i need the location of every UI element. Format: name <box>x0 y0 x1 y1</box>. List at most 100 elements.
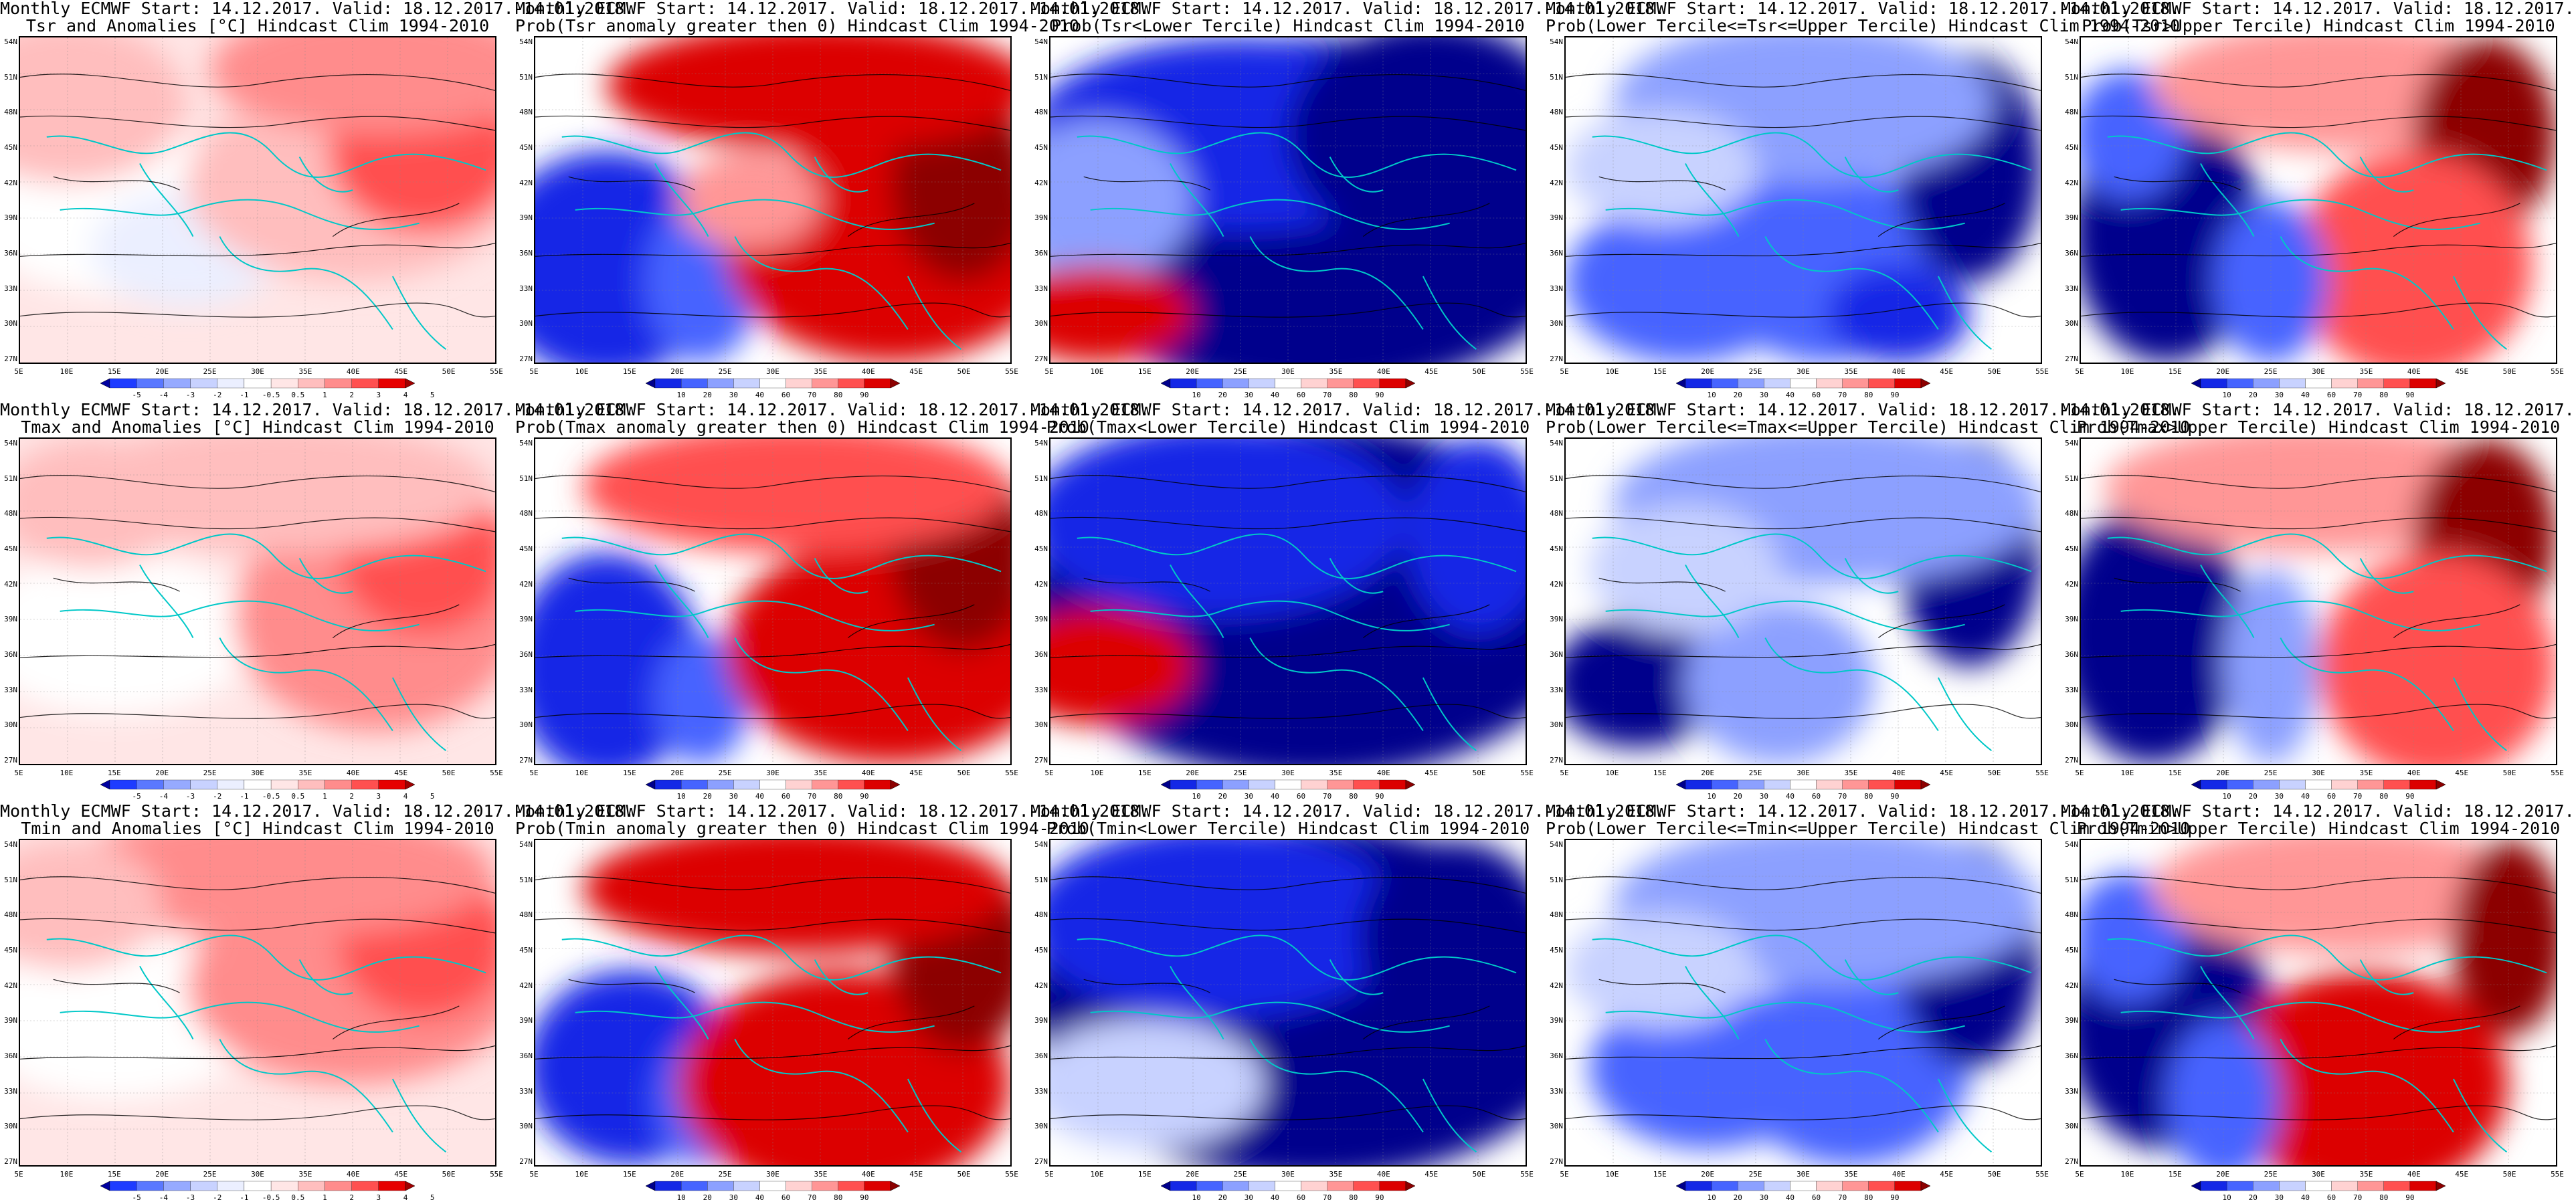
latitude-label: 36N <box>4 249 17 258</box>
longitude-label: 15E <box>1653 769 1667 777</box>
longitude-label: 30E <box>251 1170 264 1179</box>
longitude-label: 25E <box>2264 367 2278 376</box>
longitude-label: 45E <box>394 1170 408 1179</box>
panel-header-title: Monthly ECMWF Start: 14.12.2017. Valid: … <box>2061 400 2576 419</box>
colorbar-tick-label: 70 <box>808 1193 816 1202</box>
panel-subtitle: Prob(Tmin>Upper Tercile) Hindcast Clim 1… <box>2076 819 2561 838</box>
longitude-label: 35E <box>298 367 312 376</box>
colorbar-tick-label: 10 <box>2222 1193 2231 1202</box>
latitude-label: 27N <box>1550 1157 1563 1166</box>
longitude-label: 30E <box>2312 1170 2325 1179</box>
longitude-label: 35E <box>814 769 828 777</box>
panel-subtitle: Tmax and Anomalies [°C] Hindcast Clim 19… <box>21 417 494 437</box>
colorbar-tick-label: 40 <box>755 391 764 399</box>
isotherm-contours <box>2081 475 2556 719</box>
latitude-label: 51N <box>1550 875 1563 884</box>
longitude-label: 30E <box>1797 1170 1810 1179</box>
colorbar-legend: 10 20 30 40 60 70 80 90 <box>2191 378 2446 399</box>
colorbar-tick-label: 90 <box>860 391 868 399</box>
colorbar-tick-label: 80 <box>834 1193 842 1202</box>
latitude-label: 48N <box>1034 910 1048 920</box>
longitude-label: 45E <box>1940 1170 1954 1179</box>
latitude-label: 48N <box>519 509 533 518</box>
longitude-label: 5E <box>1044 367 1054 376</box>
longitude-label: 50E <box>442 769 456 777</box>
longitude-label: 25E <box>1748 769 1762 777</box>
longitude-label: 25E <box>1233 367 1247 376</box>
latitude-label: 42N <box>2065 178 2078 187</box>
latitude-label: 30N <box>519 1122 533 1131</box>
colorbar-legend: 10 20 30 40 60 70 80 90 <box>1675 1181 1931 1202</box>
map-panel: Monthly ECMWF Start: 14.12.2017. Valid: … <box>1546 0 2180 401</box>
longitude-label: 25E <box>718 367 732 376</box>
panel-header-title: Monthly ECMWF Start: 14.12.2017. Valid: … <box>1546 400 2181 419</box>
panel-header-title: Monthly ECMWF Start: 14.12.2017. Valid: … <box>0 400 635 419</box>
longitude-label: 50E <box>2502 769 2516 777</box>
latitude-label: 42N <box>519 579 533 589</box>
longitude-label: 55E <box>2035 367 2049 376</box>
colorbar-tick-label: 4 <box>403 1193 408 1202</box>
colorbar-tick-label: 60 <box>2327 792 2336 801</box>
map-plot <box>1564 36 2042 364</box>
latitude-label: 30N <box>2065 720 2078 730</box>
latitude-label: 27N <box>4 1157 17 1166</box>
latitude-label: 30N <box>1550 319 1563 328</box>
panel-subtitle: Prob(Tmin<Lower Tercile) Hindcast Clim 1… <box>1046 819 1530 838</box>
coastline <box>561 132 1002 350</box>
latitude-label: 36N <box>4 650 17 659</box>
longitude-label: 15E <box>1137 769 1152 777</box>
colorbar-tick-label: 70 <box>2353 1193 2362 1202</box>
longitude-label: 25E <box>203 367 217 376</box>
longitude-label: 15E <box>1653 367 1667 376</box>
latitude-label: 48N <box>4 509 17 518</box>
longitude-label: 50E <box>1472 367 1486 376</box>
panel-subtitle: Prob(Tsr anomaly greater then 0) Hindcas… <box>515 16 1079 35</box>
isotherm-contours <box>1050 876 1526 1120</box>
colorbar-tick-label: 0.5 <box>291 1193 304 1202</box>
latitude-label: 48N <box>519 910 533 920</box>
map-panel: Monthly ECMWF Start: 14.12.2017. Valid: … <box>1030 803 1665 1204</box>
latitude-label: 27N <box>1034 1157 1048 1166</box>
latitude-label: 33N <box>4 685 17 694</box>
latitude-label: 27N <box>4 756 17 765</box>
colorbar-legend: 10 20 30 40 60 70 80 90 <box>1675 779 1931 801</box>
latitude-label: 39N <box>1550 213 1563 223</box>
coastline <box>1592 934 2032 1152</box>
latitude-label: 30N <box>1550 1122 1563 1131</box>
latitude-label: 42N <box>2065 981 2078 990</box>
latitude-label: 33N <box>1034 284 1048 293</box>
latitude-label: 33N <box>1034 685 1048 694</box>
latitude-label: 54N <box>1550 840 1563 849</box>
map-panel: Monthly ECMWF Start: 14.12.2017. Valid: … <box>1546 803 2190 1204</box>
longitude-label: 55E <box>1520 769 1534 777</box>
colorbar-tick-label: 90 <box>1890 391 1899 399</box>
latitude-label: 42N <box>4 178 17 187</box>
longitude-label: 35E <box>2359 1170 2373 1179</box>
latitude-label: 33N <box>4 284 17 293</box>
colorbar-legend: 10 20 30 40 60 70 80 90 <box>2191 1181 2446 1202</box>
colorbar-tick-label: -2 <box>213 1193 221 1202</box>
latitude-label: 54N <box>1034 439 1048 447</box>
latitude-label: 36N <box>2065 249 2078 258</box>
colorbar-tick-label: 30 <box>1245 1193 1253 1202</box>
longitude-label: 25E <box>1748 1170 1762 1179</box>
colorbar-tick-label: 90 <box>1375 792 1384 801</box>
colorbar-tick-label: 40 <box>1271 1193 1279 1202</box>
colorbar-legend: 10 20 30 40 60 70 80 90 <box>1160 779 1416 801</box>
isotherm-contours <box>20 74 495 318</box>
panel-header-title: Monthly ECMWF Start: 14.12.2017. Valid: … <box>1030 400 1665 419</box>
latitude-label: 45N <box>519 143 533 152</box>
latitude-label: 48N <box>1550 910 1563 920</box>
longitude-label: 40E <box>861 769 875 777</box>
colorbar-tick-label: 90 <box>1890 1193 1899 1202</box>
latitude-label: 54N <box>1034 37 1048 46</box>
graticule <box>2081 37 2556 363</box>
colorbar-tick-label: -2 <box>213 792 221 801</box>
colorbar-tick-label: 80 <box>1864 391 1873 399</box>
longitude-label: 25E <box>203 1170 217 1179</box>
longitude-label: 25E <box>203 769 217 777</box>
colorbar-legend: 10 20 30 40 60 70 80 90 <box>645 1181 901 1202</box>
colorbar-tick-label: 70 <box>808 391 816 399</box>
colorbar-tick-label: 70 <box>1323 792 1331 801</box>
isotherm-contours <box>20 876 495 1120</box>
